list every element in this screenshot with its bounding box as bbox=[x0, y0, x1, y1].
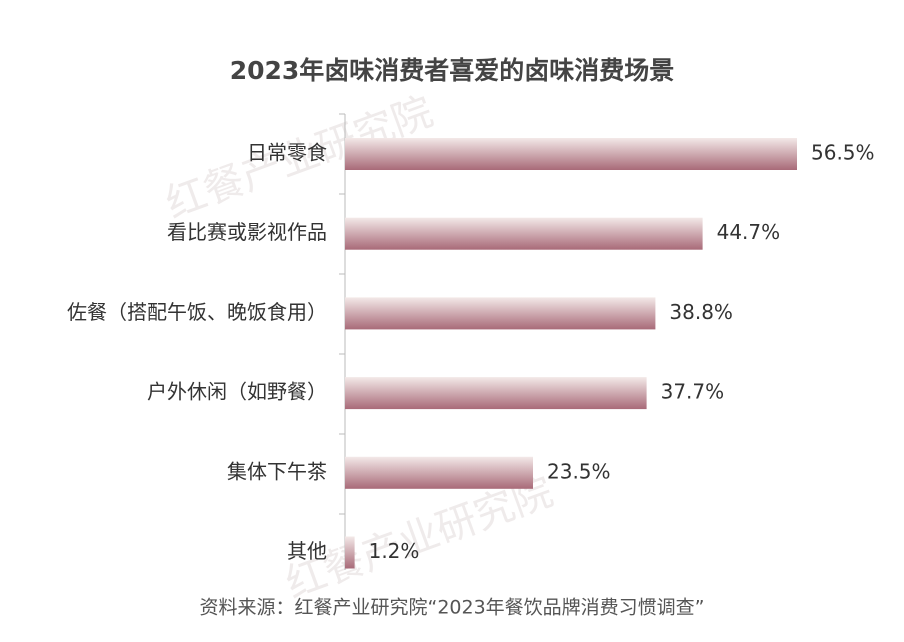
value-label: 56.5% bbox=[811, 141, 875, 165]
bar bbox=[345, 456, 533, 489]
bar bbox=[345, 217, 703, 250]
bar bbox=[345, 377, 647, 410]
source-note: 资料来源：红餐产业研究院“2023年餐饮品牌消费习惯调查” bbox=[199, 597, 704, 619]
bar bbox=[345, 536, 355, 569]
bar bbox=[345, 297, 656, 330]
value-label: 38.8% bbox=[669, 300, 733, 324]
y-tick-label: 佐餐（搭配午饭、晚饭食用） bbox=[67, 300, 327, 324]
chart-title: 2023年卤味消费者喜爱的卤味消费场景 bbox=[230, 56, 675, 85]
bar bbox=[345, 138, 797, 170]
value-label: 37.7% bbox=[661, 380, 725, 404]
value-label: 1.2% bbox=[369, 539, 420, 563]
y-tick-label: 日常零食 bbox=[247, 141, 327, 165]
y-tick-label: 看比赛或影视作品 bbox=[167, 220, 327, 244]
value-label: 23.5% bbox=[547, 459, 611, 483]
value-label: 44.7% bbox=[717, 220, 781, 244]
y-tick-label: 集体下午茶 bbox=[227, 459, 327, 483]
y-tick-label: 户外休闲（如野餐） bbox=[147, 380, 327, 404]
y-tick-label: 其他 bbox=[287, 539, 327, 563]
